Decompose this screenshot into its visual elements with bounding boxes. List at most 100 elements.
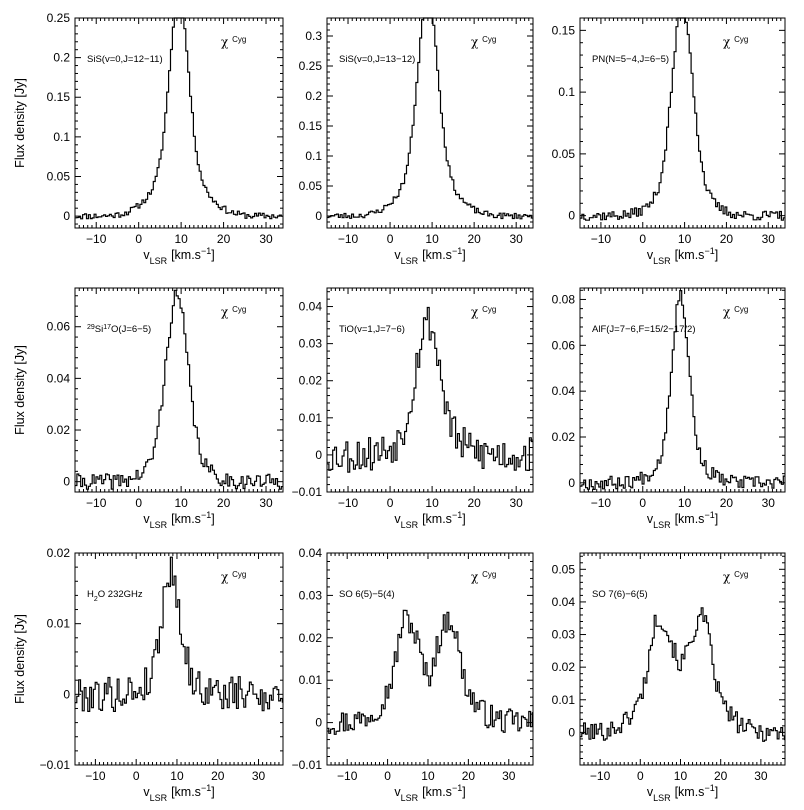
y-tick-label: 0.1 <box>558 85 575 99</box>
x-axis-title: vLSR [km.s−1] <box>394 510 465 530</box>
x-tick-label: −10 <box>338 496 359 510</box>
x-tick-label: 0 <box>637 769 644 783</box>
panel-5: −10 0 10 20 30 −0.01 0 0.01 0.02 0.03 0.04 TiO(v=1,… <box>292 287 534 530</box>
x-tick-label: 0 <box>387 232 394 246</box>
y-tick-label: 0.15 <box>47 90 71 104</box>
x-tick-label: −10 <box>590 769 611 783</box>
spectrum-line <box>75 17 283 220</box>
x-tick-label: 30 <box>762 232 776 246</box>
x-tick-label: 20 <box>217 232 231 246</box>
y-tick-label: 0.3 <box>305 29 322 43</box>
y-tick-label: 0.04 <box>552 384 576 398</box>
y-tick-label: 0.15 <box>299 119 323 133</box>
x-tick-label: 30 <box>259 232 273 246</box>
spectrum-line <box>580 290 785 490</box>
y-tick-label: 0.04 <box>299 300 323 314</box>
x-tick-label: 10 <box>678 496 692 510</box>
y-axis-title: Flux density [Jy] <box>13 614 27 704</box>
panel-3: −10 0 10 20 30 0 0.05 0.1 0.15 PN(N=5−4,J=6−5) χ C… <box>552 17 786 266</box>
y-tick-label: 0.02 <box>552 660 576 674</box>
x-tick-label: 20 <box>467 232 481 246</box>
y-tick-label: 0.02 <box>299 631 323 645</box>
y-tick-label: 0.2 <box>305 89 322 103</box>
y-tick-label: 0.03 <box>299 588 323 602</box>
y-tick-label: 0.05 <box>299 179 323 193</box>
x-tick-label: −10 <box>86 496 107 510</box>
x-tick-label: 0 <box>133 769 140 783</box>
y-tick-label: 0.01 <box>552 693 576 707</box>
x-tick-label: 10 <box>674 769 688 783</box>
star-label: χ Cyg <box>221 570 246 585</box>
star-label: χ Cyg <box>471 305 496 320</box>
y-tick-label: 0.03 <box>299 337 323 351</box>
y-axis-title: Flux density [Jy] <box>13 345 27 435</box>
y-tick-label: 0.02 <box>47 546 71 560</box>
y-tick-label: 0.04 <box>299 546 323 560</box>
line-label: TiO(v=1,J=7−6) <box>339 324 405 335</box>
x-tick-label: −10 <box>591 496 612 510</box>
y-tick-label: 0.01 <box>47 617 71 631</box>
spectrum-line <box>327 17 533 220</box>
x-tick-label: −10 <box>337 769 358 783</box>
y-tick-label: 0.06 <box>552 338 576 352</box>
x-tick-label: 20 <box>720 232 734 246</box>
x-tick-label: 20 <box>462 769 476 783</box>
line-label: PN(N=5−4,J=6−5) <box>592 54 669 65</box>
x-tick-label: 0 <box>384 769 391 783</box>
x-axis-title: vLSR [km.s−1] <box>143 246 214 266</box>
y-tick-label: 0 <box>63 209 70 223</box>
y-tick-label: 0.2 <box>53 51 70 65</box>
x-tick-label: 30 <box>259 496 273 510</box>
y-tick-label: 0.25 <box>47 11 71 25</box>
y-tick-label: 0.05 <box>552 562 576 576</box>
y-tick-label: −0.01 <box>292 758 323 772</box>
plot-frame <box>326 17 534 229</box>
star-label: χ Cyg <box>471 570 496 585</box>
line-label: SiS(v=0,J=13−12) <box>339 54 415 65</box>
x-tick-label: 0 <box>135 496 142 510</box>
y-tick-label: 0.05 <box>47 169 71 183</box>
plot-frame <box>74 17 284 229</box>
x-tick-label: −10 <box>591 232 612 246</box>
y-axis-title: Flux density [Jy] <box>13 78 27 168</box>
y-tick-label: 0 <box>315 716 322 730</box>
x-axis-title: vLSR [km.s−1] <box>647 246 718 266</box>
panel-7: −10 0 10 20 30 −0.01 0 0.01 0.02 H2O 232GHz χ Cyg v… <box>13 546 284 803</box>
y-tick-label: 0.02 <box>299 374 323 388</box>
x-tick-label: 30 <box>502 769 516 783</box>
panel-2: −10 0 10 20 30 0 0.05 0.1 0.15 0.2 0.25 0.3 SiS(v=0,… <box>299 17 534 266</box>
x-tick-label: 20 <box>217 496 231 510</box>
line-label: SiS(v=0,J=12−11) <box>87 54 163 65</box>
x-tick-label: −10 <box>338 232 359 246</box>
y-tick-label: 0.15 <box>552 23 576 37</box>
y-tick-label: 0.02 <box>552 430 576 444</box>
x-tick-label: 0 <box>135 232 142 246</box>
x-tick-label: 20 <box>467 496 481 510</box>
plot-frame <box>326 552 534 766</box>
star-label: χ Cyg <box>723 35 748 50</box>
x-tick-label: 30 <box>252 769 266 783</box>
plot-frame <box>579 552 786 766</box>
y-tick-label: 0 <box>63 475 70 489</box>
x-tick-label: 30 <box>510 496 524 510</box>
x-tick-label: 20 <box>211 769 225 783</box>
plot-frame <box>579 287 786 493</box>
star-label: χ Cyg <box>471 35 496 50</box>
spectrum-line <box>75 289 283 490</box>
y-tick-label: 0 <box>568 725 575 739</box>
y-tick-label: 0.06 <box>47 320 71 334</box>
x-tick-label: 10 <box>678 232 692 246</box>
y-tick-label: 0.1 <box>53 130 70 144</box>
panel-1: −10 0 10 20 30 0 0.05 0.1 0.15 0.2 0.25 SiS(v=0,J=1… <box>13 11 284 266</box>
panel-8: −10 0 10 20 30 −0.01 0 0.01 0.02 0.03 0.04 SO 6(5)−… <box>292 546 534 803</box>
x-tick-label: 10 <box>421 769 435 783</box>
x-tick-label: 20 <box>720 496 734 510</box>
y-tick-label: 0.01 <box>299 411 323 425</box>
star-label: χ Cyg <box>723 570 748 585</box>
x-axis-title: vLSR [km.s−1] <box>647 783 718 803</box>
plot-frame <box>579 17 786 229</box>
line-label: 29Si17O(J=6−5) <box>87 324 151 336</box>
x-tick-label: 0 <box>639 496 646 510</box>
line-label: H2O 232GHz <box>87 589 143 603</box>
y-tick-label: 0.04 <box>552 595 576 609</box>
